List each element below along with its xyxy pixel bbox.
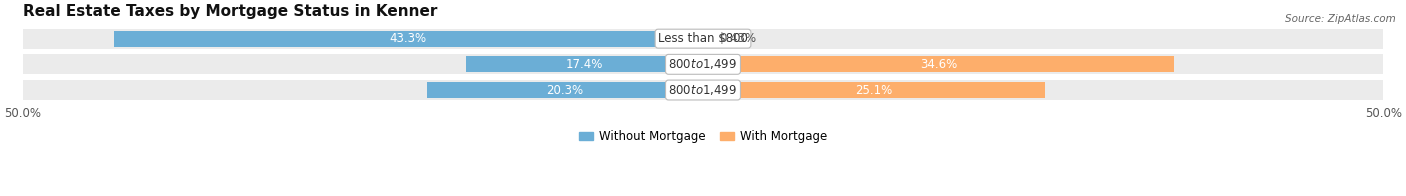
Text: 25.1%: 25.1% xyxy=(855,83,893,97)
Bar xyxy=(22,54,1384,74)
Text: Real Estate Taxes by Mortgage Status in Kenner: Real Estate Taxes by Mortgage Status in … xyxy=(22,4,437,19)
Bar xyxy=(114,31,703,47)
Text: Source: ZipAtlas.com: Source: ZipAtlas.com xyxy=(1285,14,1396,24)
Bar xyxy=(427,82,703,98)
Text: 0.43%: 0.43% xyxy=(720,32,756,45)
Legend: Without Mortgage, With Mortgage: Without Mortgage, With Mortgage xyxy=(574,125,832,148)
Text: 34.6%: 34.6% xyxy=(920,58,957,71)
Bar xyxy=(703,82,1045,98)
Bar xyxy=(22,80,1384,100)
Bar xyxy=(703,56,1174,72)
Text: 43.3%: 43.3% xyxy=(389,32,427,45)
Text: $800 to $1,499: $800 to $1,499 xyxy=(668,83,738,97)
Text: Less than $800: Less than $800 xyxy=(658,32,748,45)
Bar xyxy=(703,31,709,47)
Bar xyxy=(467,56,703,72)
Text: $800 to $1,499: $800 to $1,499 xyxy=(668,57,738,71)
Bar xyxy=(22,29,1384,49)
Text: 20.3%: 20.3% xyxy=(547,83,583,97)
Text: 17.4%: 17.4% xyxy=(567,58,603,71)
